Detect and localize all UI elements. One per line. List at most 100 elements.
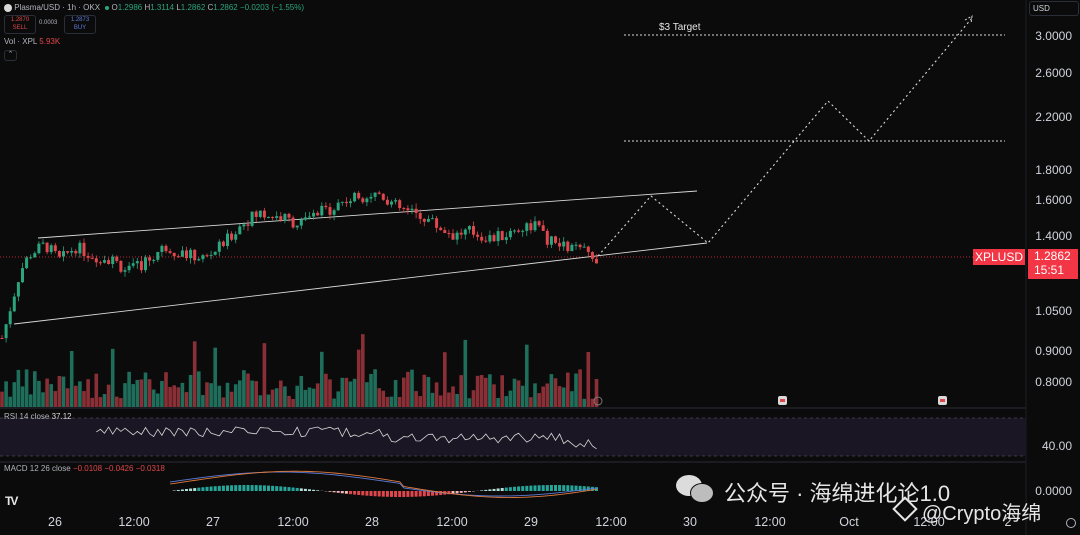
macd-bar [250, 485, 254, 491]
candle [361, 198, 365, 203]
macd-bar [422, 491, 426, 497]
candle [517, 230, 521, 232]
candle [82, 242, 86, 257]
candle [480, 236, 484, 241]
candle [103, 260, 106, 263]
macd-bar [189, 488, 193, 491]
candle [205, 255, 209, 257]
volume-bar [397, 397, 402, 407]
price-label: 1.4000 [1035, 229, 1072, 243]
macd-bar [418, 491, 422, 497]
macd-bar [258, 485, 262, 491]
price-label: 1.6000 [1035, 193, 1072, 207]
candle [431, 218, 434, 220]
volume-bar [86, 379, 90, 407]
price-label: 1.8000 [1035, 163, 1072, 177]
volume-legend: Vol · XPL 5.93K [4, 37, 61, 46]
volume-bar [233, 384, 238, 407]
candle [45, 242, 49, 253]
volume-bar [45, 378, 49, 407]
candle [402, 208, 406, 210]
candle [160, 245, 164, 252]
dividend-icon [593, 396, 603, 406]
candle [168, 251, 172, 253]
channel-upper-line [37, 190, 698, 239]
volume-bar [352, 378, 357, 407]
volume-bar [430, 392, 435, 407]
volume-bar [221, 397, 226, 407]
watermark-line2: @Crypto海绵 [922, 503, 1042, 525]
volume-bar [475, 375, 480, 407]
buy-button[interactable]: 1.2873 BUY [64, 15, 96, 34]
candle [29, 257, 33, 259]
sell-button[interactable]: 1.2870 SELL [4, 15, 36, 34]
volume-bar [197, 371, 201, 407]
channel-lower-line [13, 242, 708, 325]
candle [484, 240, 488, 242]
candle [308, 216, 311, 218]
macd-bar [193, 488, 197, 491]
candle [176, 256, 180, 258]
bar-countdown: 15:51 [1034, 263, 1065, 277]
macd-bar [361, 491, 365, 496]
volume-bar [303, 389, 308, 407]
candle [127, 265, 131, 271]
volume-bar [110, 348, 115, 407]
volume-bar [311, 388, 316, 407]
time-label: 29 [524, 515, 538, 529]
candle [98, 262, 102, 264]
volume-bar [287, 395, 291, 407]
macd-bar [496, 488, 500, 491]
candle [221, 241, 225, 247]
volume-bar [344, 377, 349, 407]
volume-bar [340, 377, 345, 407]
candle [529, 223, 533, 231]
macd-bar [176, 489, 180, 491]
candle [90, 257, 94, 259]
price-label: 2.6000 [1035, 66, 1072, 80]
volume-bar [127, 371, 131, 407]
candle [275, 216, 279, 218]
macd-bar [463, 491, 467, 493]
volume-bar [578, 369, 582, 407]
tradingview-logo[interactable]: TV [5, 494, 18, 508]
volume-bar [447, 392, 451, 407]
macd-bar [185, 489, 188, 491]
volume-bar [16, 369, 21, 407]
macd-bar [410, 491, 414, 497]
candle [541, 225, 545, 231]
candle [250, 211, 254, 226]
macd-bar [242, 485, 246, 491]
volume-bar [82, 391, 86, 407]
volume-bar [553, 378, 558, 407]
currency-selector[interactable]: USD [1029, 1, 1079, 16]
candle [41, 242, 45, 244]
price-label: 3.0000 [1035, 29, 1072, 43]
volume-bar [488, 374, 492, 407]
macd-bar [488, 489, 492, 491]
candle [566, 241, 570, 252]
candle [53, 245, 57, 252]
candle [320, 205, 324, 216]
volume-bar [471, 390, 476, 407]
candle [508, 230, 512, 238]
chevron-up-icon[interactable]: ⌃ [4, 50, 17, 61]
candle [287, 213, 291, 218]
volume-bar [115, 396, 119, 407]
candle [283, 213, 287, 221]
candle [4, 324, 8, 339]
candle [209, 254, 213, 256]
symbol-text[interactable]: Plasma/USD · 1h · OKX [14, 3, 101, 12]
candle [144, 257, 147, 271]
rsi-axis-label: 40.00 [1041, 439, 1072, 453]
candle [369, 196, 373, 199]
volume-bar [41, 392, 45, 407]
macd-bar [283, 486, 287, 491]
settings-icon[interactable] [1066, 518, 1076, 528]
macd-bar [217, 485, 221, 491]
candle [492, 235, 496, 242]
macd-bar [209, 486, 213, 491]
volume-bar [209, 383, 213, 407]
candles-group [0, 190, 598, 343]
